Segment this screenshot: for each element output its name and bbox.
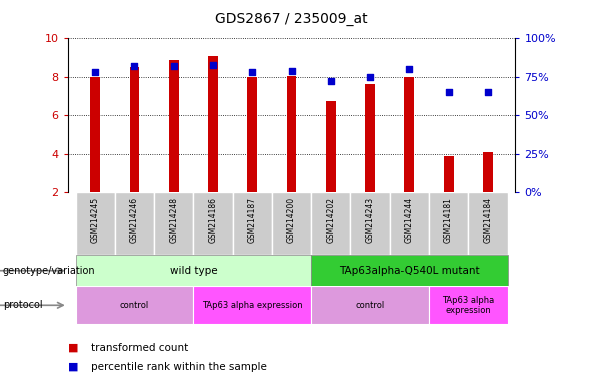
Bar <box>90 77 100 192</box>
Bar <box>390 192 429 255</box>
Text: control: control <box>356 301 385 310</box>
Text: GSM214248: GSM214248 <box>169 197 178 243</box>
Point <box>405 66 414 72</box>
Bar <box>444 156 454 192</box>
Bar <box>75 255 311 286</box>
Text: TAp63alpha-Q540L mutant: TAp63alpha-Q540L mutant <box>339 266 479 276</box>
Text: TAp63 alpha expression: TAp63 alpha expression <box>202 301 303 310</box>
Bar <box>468 192 508 255</box>
Point <box>169 63 178 69</box>
Point <box>247 69 257 75</box>
Point <box>326 78 336 84</box>
Bar <box>326 101 336 192</box>
Bar <box>429 286 508 324</box>
Bar <box>193 286 311 324</box>
Text: GSM214245: GSM214245 <box>91 197 100 243</box>
Text: protocol: protocol <box>3 300 42 310</box>
Text: GSM214184: GSM214184 <box>484 197 492 243</box>
Bar <box>405 77 414 192</box>
Bar <box>169 61 178 192</box>
Bar <box>75 192 115 255</box>
Bar <box>130 67 140 192</box>
Text: GSM214186: GSM214186 <box>209 197 217 243</box>
Text: GSM214181: GSM214181 <box>444 197 453 243</box>
Text: percentile rank within the sample: percentile rank within the sample <box>91 362 267 372</box>
Point <box>91 69 100 75</box>
Text: GSM214246: GSM214246 <box>130 197 139 243</box>
Bar <box>311 192 350 255</box>
Text: ■: ■ <box>68 343 78 353</box>
Point <box>130 63 139 69</box>
Text: GSM214244: GSM214244 <box>405 197 414 243</box>
Bar <box>311 286 429 324</box>
Point <box>365 74 375 80</box>
Bar <box>247 77 257 192</box>
Text: GSM214202: GSM214202 <box>326 197 335 243</box>
Text: GDS2867 / 235009_at: GDS2867 / 235009_at <box>215 12 368 25</box>
Text: TAp63 alpha
expression: TAp63 alpha expression <box>442 296 494 315</box>
Point <box>483 89 492 95</box>
Bar <box>272 192 311 255</box>
Bar <box>350 192 390 255</box>
Text: wild type: wild type <box>170 266 217 276</box>
Bar <box>154 192 193 255</box>
Bar <box>429 192 468 255</box>
Text: GSM214200: GSM214200 <box>287 197 296 243</box>
Bar <box>75 286 193 324</box>
Text: control: control <box>120 301 149 310</box>
Text: genotype/variation: genotype/variation <box>3 266 95 276</box>
Point <box>209 61 218 68</box>
Text: transformed count: transformed count <box>91 343 188 353</box>
Text: ■: ■ <box>68 362 78 372</box>
Bar <box>483 152 493 192</box>
Bar <box>233 192 272 255</box>
Text: GSM214187: GSM214187 <box>248 197 257 243</box>
Point <box>287 68 296 74</box>
Bar <box>365 84 375 192</box>
Bar <box>115 192 154 255</box>
Text: GSM214243: GSM214243 <box>366 197 375 243</box>
Bar <box>311 255 508 286</box>
Bar <box>208 56 218 192</box>
Point <box>444 89 454 95</box>
Bar <box>193 192 233 255</box>
Bar <box>287 76 296 192</box>
